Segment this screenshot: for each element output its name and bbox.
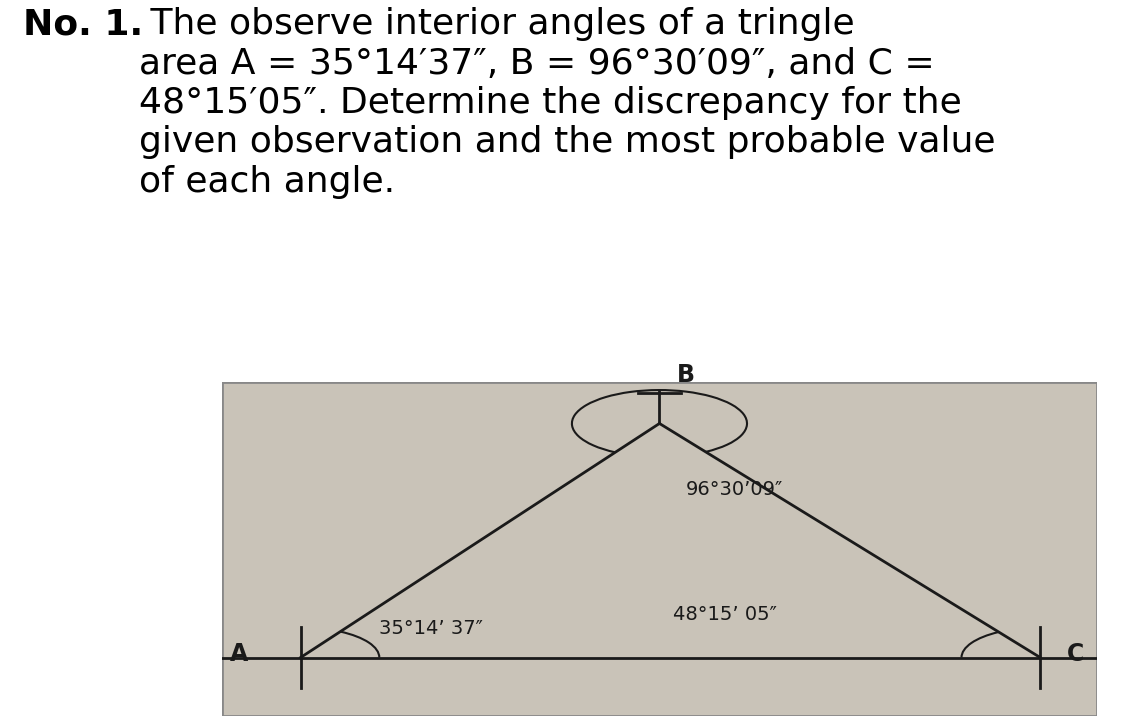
Text: A: A bbox=[230, 642, 248, 666]
Text: 48°15’ 05″: 48°15’ 05″ bbox=[673, 605, 777, 624]
Text: The observe interior angles of a tringle
area A = 35°14′37″, B = 96°30′09″, and : The observe interior angles of a tringle… bbox=[139, 7, 995, 199]
Text: B: B bbox=[677, 363, 695, 387]
Text: C: C bbox=[1067, 642, 1084, 666]
Text: 96°30’09″: 96°30’09″ bbox=[686, 481, 783, 499]
Text: No. 1.: No. 1. bbox=[23, 7, 143, 41]
Text: 35°14’ 37″: 35°14’ 37″ bbox=[380, 619, 483, 638]
